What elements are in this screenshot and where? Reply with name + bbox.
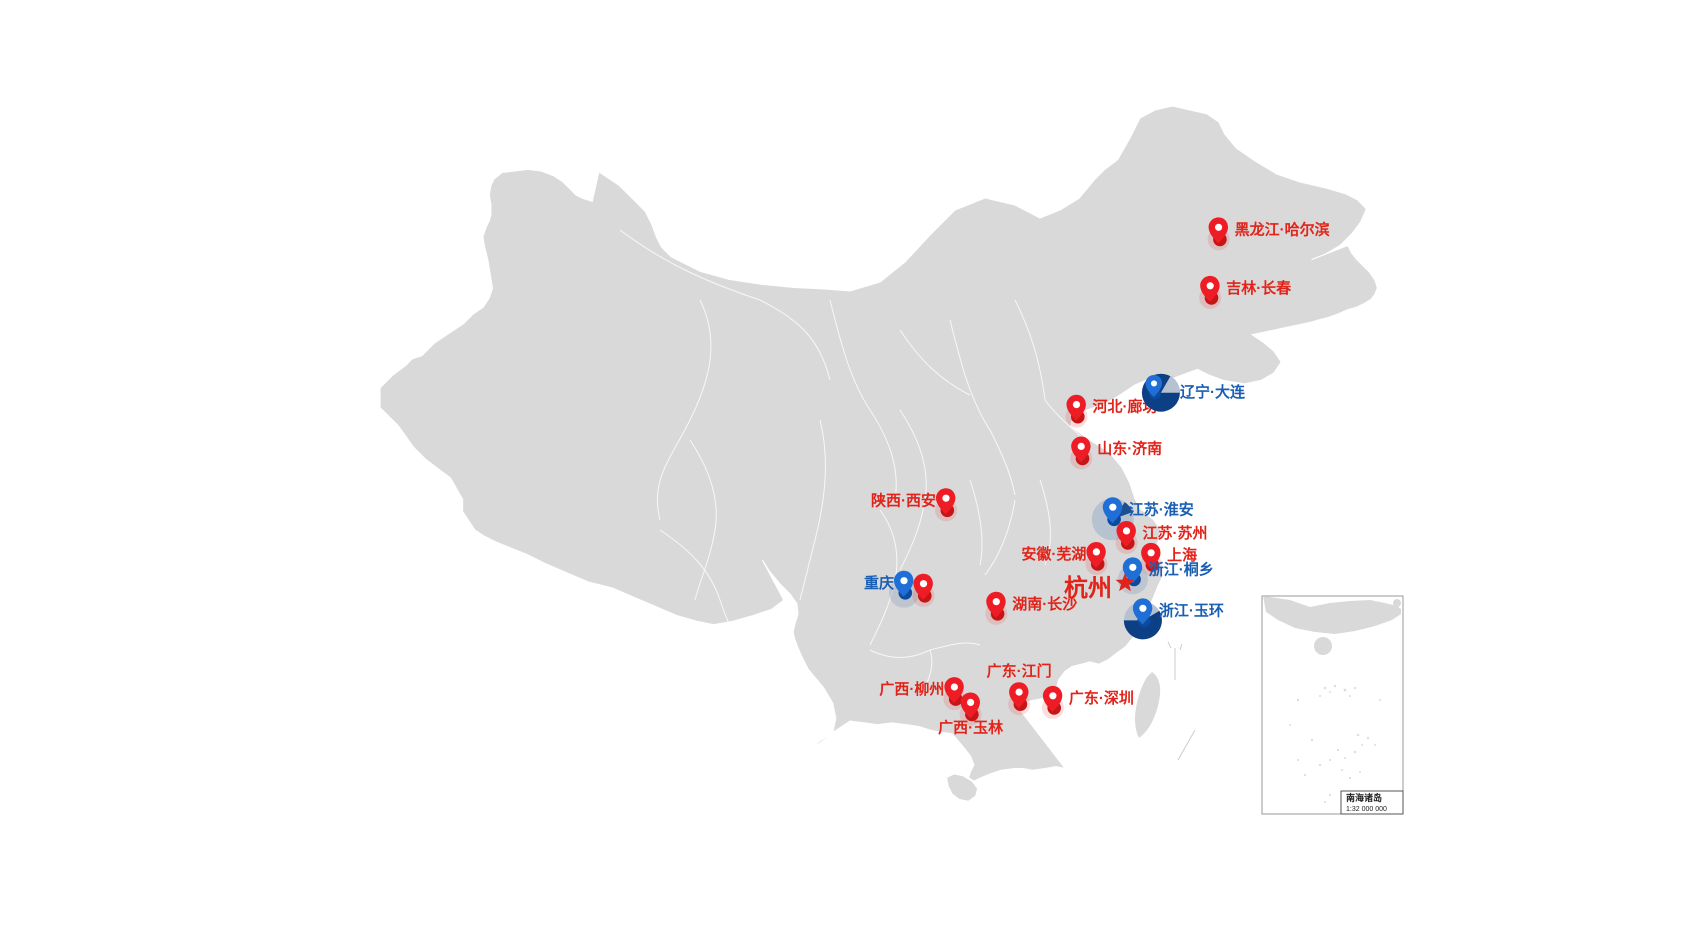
svg-text:江苏·淮安: 江苏·淮安 [1129, 500, 1194, 518]
svg-text:江苏·苏州: 江苏·苏州 [1143, 524, 1208, 542]
svg-text:黑龙江·哈尔滨: 黑龙江·哈尔滨 [1235, 220, 1330, 238]
svg-text:广西·柳州: 广西·柳州 [879, 680, 944, 698]
svg-text:广东·深圳: 广东·深圳 [1069, 689, 1134, 707]
svg-text:陕西·西安: 陕西·西安 [871, 491, 936, 509]
svg-text:浙江·桐乡: 浙江·桐乡 [1149, 560, 1214, 578]
svg-text:广东·江门: 广东·江门 [987, 662, 1052, 680]
svg-text:吉林·长春: 吉林·长春 [1226, 279, 1291, 297]
svg-text:安徽·芜湖: 安徽·芜湖 [1021, 545, 1086, 563]
svg-text:山东·济南: 山东·济南 [1097, 440, 1162, 458]
svg-text:杭州: 杭州 [1064, 574, 1112, 602]
svg-text:1:32 000 000: 1:32 000 000 [1346, 806, 1387, 813]
svg-text:浙江·玉环: 浙江·玉环 [1159, 601, 1224, 619]
svg-text:重庆: 重庆 [864, 574, 894, 592]
svg-text:辽宁·大连: 辽宁·大连 [1180, 383, 1246, 401]
svg-text:广西·玉林: 广西·玉林 [938, 719, 1004, 737]
svg-text:南海诸岛: 南海诸岛 [1346, 792, 1382, 803]
